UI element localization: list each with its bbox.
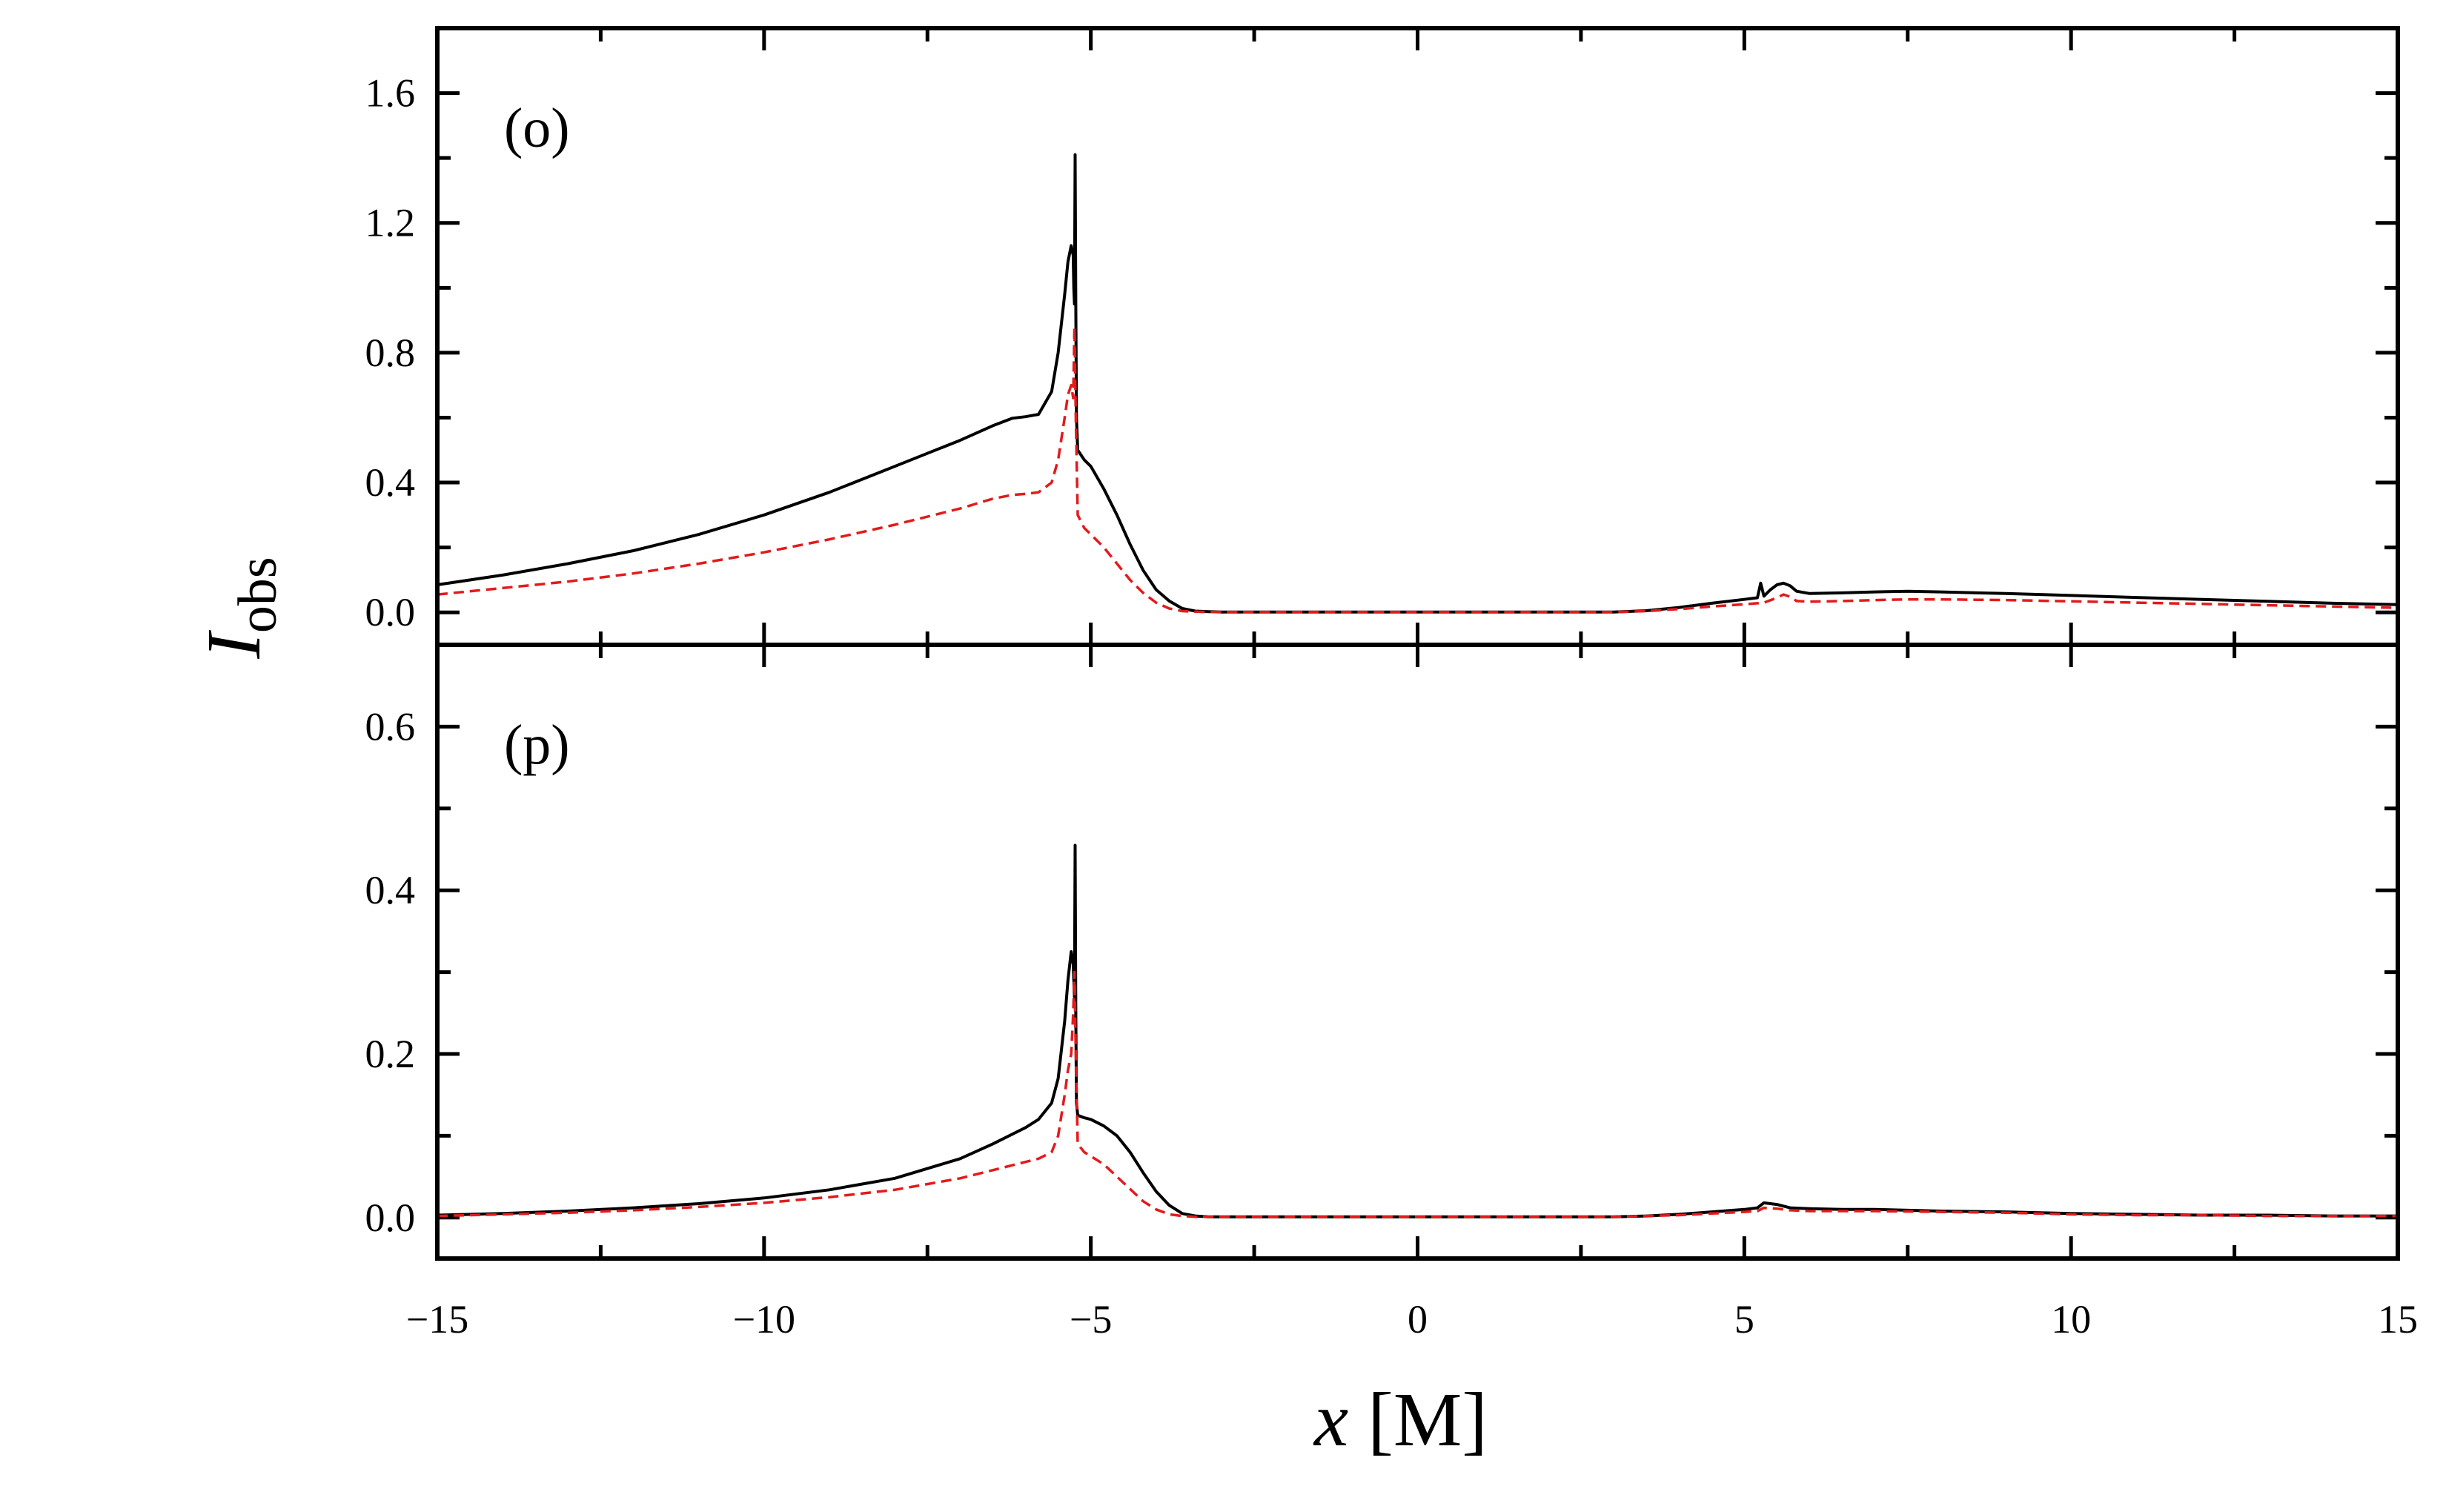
panel-p: −15 −10 −5 0 5 10 15 0.0 0.2 0.4 0.6 (p) [365,643,2418,1342]
lines-o [437,153,2399,614]
x-tick-label: 0 [1408,1297,1428,1342]
y-tick-label: 0.8 [365,331,416,375]
y-tick-label: 0.0 [365,590,416,634]
ticks-o: 0.0 0.4 0.8 1.2 1.6 [365,26,2400,645]
x-tick-label: 15 [2378,1297,2418,1342]
x-tick-label: −15 [406,1297,468,1342]
panel-label-p: (p) [504,714,570,776]
x-tick-label: 5 [1734,1297,1754,1342]
y-tick-label: 0.0 [365,1196,416,1240]
plot-frame-o [435,26,2400,647]
lines-p [437,843,2398,1218]
y-axis-title: Iobs [191,557,288,659]
series-line-dashed [437,970,2398,1218]
panel-label-o: (o) [504,97,570,159]
y-axis-title-subscript: obs [228,557,288,633]
y-axis-title-main: I [191,630,276,660]
x-tick-label: −5 [1070,1297,1112,1342]
y-tick-label: 0.6 [365,704,416,749]
y-tick-label: 0.4 [365,460,416,505]
y-tick-label: 0.2 [365,1032,416,1076]
x-axis-title: x [M] [1313,1377,1488,1462]
series-line-solid [437,843,2398,1218]
x-axis-title-main: x [1313,1377,1348,1462]
plot-frame-p [435,643,2400,1261]
ticks-p: −15 −10 −5 0 5 10 15 0.0 0.2 0.4 0.6 [365,643,2418,1342]
series-line-solid [437,153,2399,614]
y-tick-label: 1.2 [365,201,416,245]
y-tick-label: 0.4 [365,868,416,912]
series-line-dashed [437,325,2399,614]
y-tick-label: 1.6 [365,71,416,116]
x-axis-title-unit: [M] [1348,1377,1488,1462]
x-tick-label: 10 [2051,1297,2091,1342]
panel-o: 0.0 0.4 0.8 1.2 1.6 (o) [365,26,2400,647]
x-tick-label: −10 [733,1297,795,1342]
